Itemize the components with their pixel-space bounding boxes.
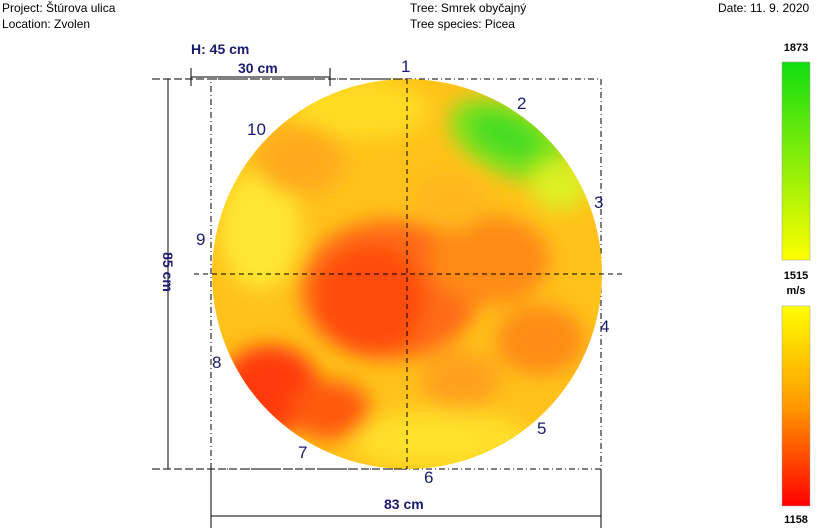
- sensor-2-label: 2: [517, 94, 527, 113]
- scale-bar-lower: [781, 305, 811, 507]
- scale-max-label: 1873: [783, 42, 809, 54]
- bottom-width-label: 83 cm: [384, 496, 424, 512]
- sensor-7-label: 7: [298, 443, 308, 462]
- vertical-size-label: 85 cm: [160, 252, 176, 292]
- sensor-8-label: 8: [212, 353, 222, 372]
- tree-label: Tree: Smrek obyčajný: [410, 1, 527, 15]
- date-label: Date: 11. 9. 2020: [718, 1, 810, 15]
- height-label: H: 45 cm: [191, 41, 250, 57]
- scale-min-label: 1158: [784, 514, 808, 526]
- scale-bar-upper: [781, 61, 811, 261]
- sensor-10-label: 10: [247, 120, 266, 139]
- scale-unit-label: m/s: [786, 285, 806, 297]
- sensor-9-label: 9: [196, 230, 206, 249]
- sensor-3-label: 3: [594, 193, 604, 212]
- sensor-4-label: 4: [600, 317, 610, 336]
- sensor-1-label: 1: [401, 57, 411, 76]
- sensor-6-label: 6: [424, 468, 434, 487]
- species-label: Tree species: Picea: [410, 17, 515, 31]
- location-label: Location: Zvolen: [2, 17, 91, 31]
- top-width-label: 30 cm: [238, 60, 278, 76]
- scale-mid-label: 1515: [783, 270, 809, 282]
- sensor-5-label: 5: [537, 419, 547, 438]
- project-label: Project: Štúrova ulica: [2, 1, 116, 15]
